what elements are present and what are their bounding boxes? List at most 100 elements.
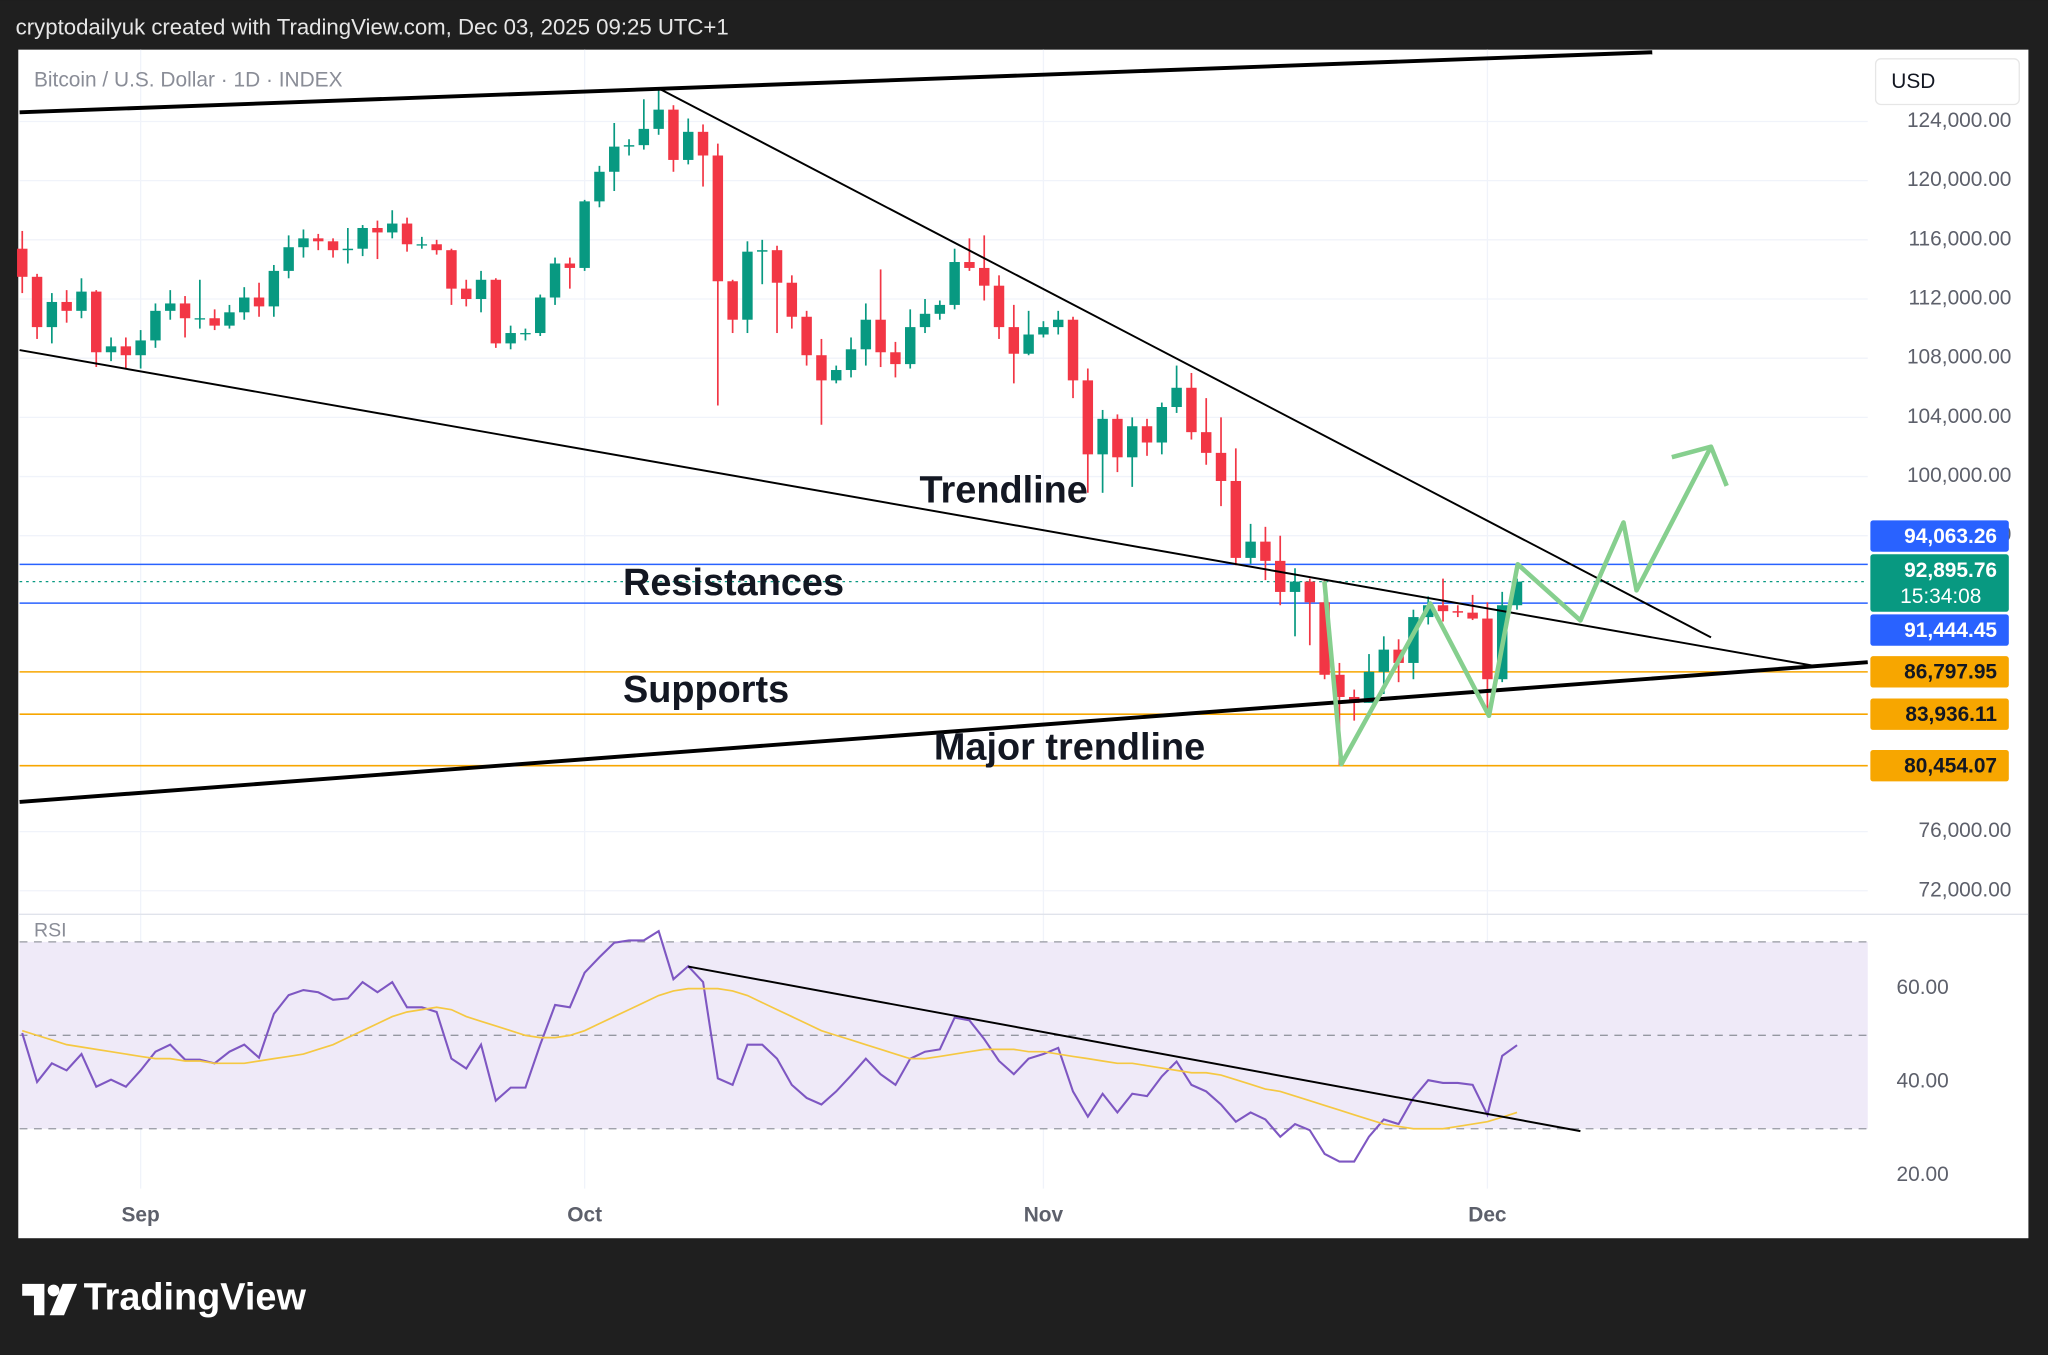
annotation: Trendline [920, 469, 1088, 511]
candle-body [1200, 432, 1212, 453]
candle-body [993, 285, 1005, 328]
candle-body [712, 155, 724, 282]
annotation: Supports [623, 669, 789, 711]
price-lines [19, 563, 1868, 767]
candle-body [949, 262, 960, 305]
candle-body [520, 333, 531, 335]
symbol-title: Bitcoin / U.S. Dollar · 1D · INDEX [34, 69, 343, 92]
annotation: Major trendline [934, 727, 1205, 769]
logo-mark [49, 1283, 78, 1316]
x-tick-label: Nov [1024, 1204, 1064, 1227]
candle-body [268, 270, 280, 307]
candle-body [978, 267, 990, 286]
candle-body [17, 248, 28, 277]
candle-body [1097, 418, 1108, 455]
candle-body [653, 109, 664, 129]
rsi-tick-label: 40.00 [1896, 1070, 1948, 1093]
candle-body [475, 279, 487, 300]
candle-body [1171, 387, 1182, 408]
y-tick-label: 72,000.00 [1919, 878, 2012, 901]
candle-body [905, 327, 916, 365]
candle-body [194, 318, 206, 320]
candle-body [727, 281, 738, 320]
brand-logo [22, 1283, 78, 1316]
candle-body [1334, 674, 1345, 697]
candle-body [283, 247, 294, 271]
candle-body [490, 279, 502, 344]
candle-body [1230, 480, 1242, 558]
candle-body [1452, 611, 1464, 613]
candle-body [431, 244, 442, 251]
candle-body [1023, 334, 1034, 354]
candle-body [357, 227, 368, 249]
currency[interactable]: USD [1891, 70, 1935, 93]
candle-body [135, 340, 146, 356]
candle-body [1126, 426, 1138, 458]
candle-body [505, 333, 516, 344]
candle-body [461, 288, 472, 300]
price-tag-label: 91,444.45 [1904, 619, 1997, 642]
last-price-label: 92,895.76 [1904, 559, 1997, 582]
candle-body [890, 352, 901, 365]
candle-body [1156, 407, 1168, 443]
candle-body [61, 301, 72, 311]
major-trendline [19, 660, 1868, 804]
candle-body [594, 171, 605, 202]
candle-body [327, 241, 339, 251]
rsi-tick-label: 20.00 [1896, 1163, 1948, 1186]
candle-body [549, 263, 561, 298]
trendline [19, 349, 1816, 668]
price-tag-label: 80,454.07 [1904, 755, 1997, 778]
logo-mark [22, 1283, 45, 1316]
candle-body [1141, 426, 1153, 443]
rsi-trendline [688, 965, 1581, 1133]
candle-body [919, 313, 931, 328]
rsi-tick-label: 60.00 [1896, 976, 1948, 999]
candle-body [298, 238, 309, 248]
candle-body [1363, 671, 1375, 703]
trendline-top [19, 50, 1653, 115]
x-tick-label: Sep [122, 1204, 160, 1227]
currency-button[interactable] [1874, 58, 2020, 106]
price-tag [1870, 656, 2009, 688]
candle-body [1067, 319, 1079, 381]
y-tick-label: 108,000.00 [1907, 346, 2011, 369]
candle-body [150, 310, 161, 341]
candle-body [239, 297, 250, 313]
candle-body [668, 109, 679, 160]
price-tag [1870, 614, 2009, 646]
candle-body [313, 238, 324, 242]
projection-arrowhead [1671, 444, 1729, 487]
candle-body [860, 319, 872, 350]
candle-body [165, 303, 176, 311]
y-tick-label: 124,000.00 [1907, 109, 2011, 132]
y-tick-label: 76,000.00 [1919, 819, 2012, 842]
projection-path [1322, 445, 1714, 767]
candle-body [1052, 319, 1064, 328]
y-tick-label: 116,000.00 [1908, 227, 2011, 250]
candle-body [1215, 452, 1227, 481]
candle-body [1378, 649, 1390, 672]
candle-body [1408, 617, 1419, 663]
candle-body [46, 301, 58, 328]
candle-body [1482, 618, 1493, 680]
candle-body [1511, 581, 1523, 606]
y-tick-label: 112,000.00 [1908, 287, 2011, 310]
candle-body [91, 291, 102, 353]
price-tags: 94,063.26 91,444.45 86,797.95 83,936.11 80,4… [1870, 520, 2009, 782]
candle-body [31, 276, 43, 328]
brand: TradingView [84, 1277, 307, 1319]
grid [19, 49, 1868, 1189]
candle-body [224, 312, 235, 326]
candle-body [372, 227, 383, 233]
candle-body [609, 146, 620, 172]
candle-body [697, 131, 709, 156]
candle-body [579, 201, 590, 268]
candle-body [1437, 605, 1449, 612]
candle-body [1082, 380, 1094, 455]
x-tick-label: Dec [1468, 1204, 1506, 1227]
candle-body [76, 291, 87, 311]
rsi-line [21, 987, 1518, 1130]
